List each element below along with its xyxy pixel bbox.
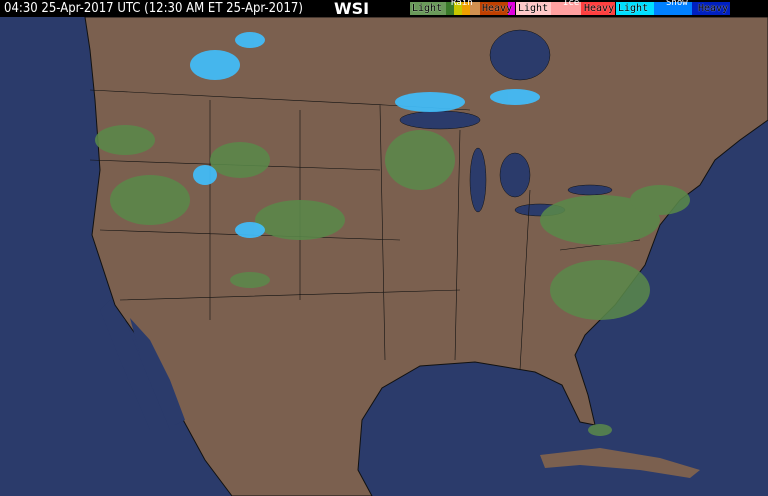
ice-heavy-label: Heavy [584,3,615,14]
header-bar: 04:30 25-Apr-2017 UTC (12:30 AM ET 25-Ap… [0,0,768,18]
wsi-logo: WSI [334,0,370,18]
ice-light-label: Light [518,3,549,14]
gulf-of-california [130,318,185,425]
ice-title: Ice [563,0,580,8]
baja-water [100,300,170,430]
snow-heavy-label: Heavy [698,3,729,14]
snow-title: Snow [666,0,688,8]
rain-light-label: Light [412,3,443,14]
snow-light-label: Light [618,3,649,14]
snow-echoes [190,32,540,238]
rain-title: Rain [451,0,473,8]
radar-map[interactable] [0,17,768,496]
cuba [540,448,700,478]
rain-heavy-label: Heavy [482,3,513,14]
land [84,17,768,496]
rain-echoes [95,125,690,436]
timestamp: 04:30 25-Apr-2017 UTC (12:30 AM ET 25-Ap… [4,1,303,16]
